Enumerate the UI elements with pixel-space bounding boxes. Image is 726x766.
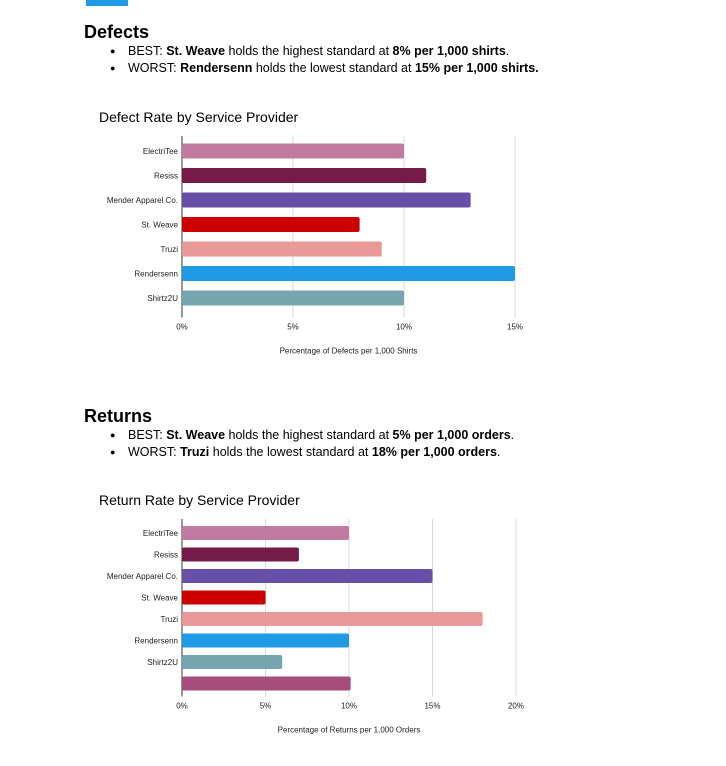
return-rate-chart: 0% 5% 10% 15% 20% ElectriTee Resiss Mender Appa…	[107, 519, 524, 735]
x-tick-label: 10%	[341, 702, 357, 711]
bar	[182, 590, 266, 605]
category-label: Rendersenn	[134, 270, 178, 279]
x-tick-label: 10%	[396, 323, 412, 332]
category-label: Resiss	[154, 551, 178, 560]
x-tick-label: 15%	[424, 702, 440, 711]
category-label: Truzi	[161, 615, 179, 624]
category-label: Resiss	[154, 172, 178, 181]
x-tick-label: 5%	[260, 702, 272, 711]
defect-rate-chart: 0% 5% 10% 15% ElectriTee Resiss Mender Apparel…	[107, 136, 523, 356]
return-chart-title: Return Rate by Service Provider	[99, 492, 300, 508]
bar	[182, 168, 427, 183]
bar	[182, 290, 404, 306]
category-label: Shirtz2U	[147, 294, 178, 303]
returns-heading: Returns	[84, 406, 153, 426]
x-axis-title: Percentage of Returns per 1,000 Orders	[278, 726, 421, 735]
x-tick-label: 0%	[176, 702, 188, 711]
bar	[182, 676, 351, 691]
bar	[182, 612, 483, 626]
defects-bullets: BEST: St. Weave holds the highest standa…	[110, 43, 539, 77]
bar	[182, 526, 349, 540]
category-label: Mender Apparel Co.	[107, 196, 178, 205]
category-label: Mender Apparel Co.	[107, 572, 178, 581]
defect-chart-title: Defect Rate by Service Provider	[99, 109, 299, 125]
returns-worst-bullet: WORST: Truzi holds the lowest standard a…	[110, 444, 514, 461]
x-tick-label: 15%	[507, 323, 523, 332]
category-label: St. Weave	[141, 221, 178, 230]
x-axis-title: Percentage of Defects per 1,000 Shirts	[280, 347, 418, 356]
bar	[182, 633, 349, 648]
x-tick-label: 20%	[508, 702, 524, 711]
bar	[182, 569, 433, 583]
bar	[182, 241, 382, 257]
defects-worst-bullet: WORST: Rendersenn holds the lowest stand…	[110, 60, 539, 77]
defects-heading: Defects	[84, 22, 150, 42]
bar	[182, 655, 283, 669]
accent-bar	[86, 0, 128, 6]
returns-bullets: BEST: St. Weave holds the highest standa…	[110, 427, 514, 461]
x-tick-label: 0%	[176, 323, 188, 332]
x-tick-label: 5%	[287, 323, 299, 332]
category-label: St. Weave	[141, 594, 178, 603]
category-label: Truzi	[161, 245, 179, 254]
category-label: Rendersenn	[134, 637, 178, 646]
bar	[182, 143, 404, 159]
category-label: ElectriTee	[143, 529, 179, 538]
bar	[182, 217, 360, 232]
bar	[182, 266, 515, 281]
returns-best-bullet: BEST: St. Weave holds the highest standa…	[110, 427, 514, 444]
defects-best-bullet: BEST: St. Weave holds the highest standa…	[110, 43, 539, 60]
category-label: Shirtz2U	[147, 658, 178, 667]
bar	[182, 192, 471, 208]
bar	[182, 547, 299, 562]
category-label: ElectriTee	[143, 147, 179, 156]
